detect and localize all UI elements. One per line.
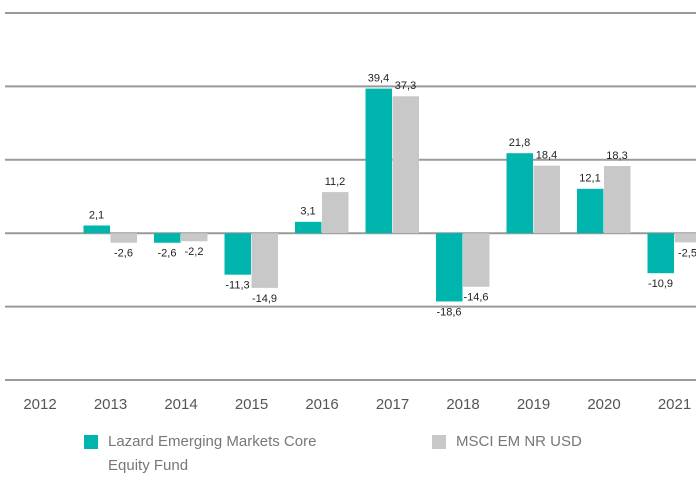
- bar: [322, 192, 349, 234]
- legend-label: MSCI EM NR USD: [456, 433, 582, 450]
- bar: [463, 233, 490, 287]
- x-tick-label: 2019: [517, 396, 550, 413]
- x-tick-label: 2013: [94, 396, 127, 413]
- bar: [251, 233, 278, 288]
- legend-swatch: [432, 435, 446, 449]
- value-label: -14,6: [463, 292, 488, 304]
- legend-swatch: [84, 435, 98, 449]
- value-label: 18,4: [536, 150, 557, 162]
- x-tick-label: 2021: [658, 396, 691, 413]
- bar: [224, 233, 251, 275]
- x-tick-label: 2020: [587, 396, 620, 413]
- value-label: -11,3: [225, 280, 249, 292]
- value-label: 12,1: [579, 173, 600, 185]
- bar: [647, 233, 674, 274]
- bar: [533, 165, 560, 234]
- legend-label: Lazard Emerging Markets Core Equity Fund: [108, 433, 317, 474]
- value-label: -2,2: [185, 246, 204, 258]
- value-label: -2,5: [678, 247, 696, 259]
- x-tick-label: 2012: [23, 396, 56, 413]
- value-label: 37,3: [395, 80, 416, 92]
- bar: [506, 153, 533, 234]
- x-tick-label: 2015: [235, 396, 268, 413]
- value-label: -2,6: [114, 248, 133, 260]
- bar: [181, 233, 208, 242]
- bar: [604, 166, 631, 234]
- bar: [436, 233, 463, 302]
- value-label: -18,6: [436, 306, 461, 318]
- bar: [577, 188, 604, 234]
- x-tick-label: 2018: [446, 396, 479, 413]
- value-label: 18,3: [606, 150, 627, 162]
- value-label: -2,6: [158, 248, 177, 260]
- bar: [295, 221, 322, 234]
- x-tick-label: 2014: [164, 396, 197, 413]
- value-label: 39,4: [368, 73, 389, 85]
- value-label: -14,9: [252, 293, 277, 305]
- bar: [83, 225, 110, 234]
- bar: [110, 233, 137, 243]
- value-label: 21,8: [509, 137, 530, 149]
- x-tick-label: 2017: [376, 396, 409, 413]
- bar: [674, 233, 696, 243]
- value-label: 11,2: [325, 176, 346, 188]
- bar: [392, 96, 419, 234]
- value-label: 2,1: [89, 209, 104, 221]
- value-label: 3,1: [300, 206, 315, 218]
- bar: [154, 233, 181, 243]
- value-label: -10,9: [648, 278, 673, 290]
- bar: [365, 88, 392, 234]
- x-tick-label: 2016: [305, 396, 338, 413]
